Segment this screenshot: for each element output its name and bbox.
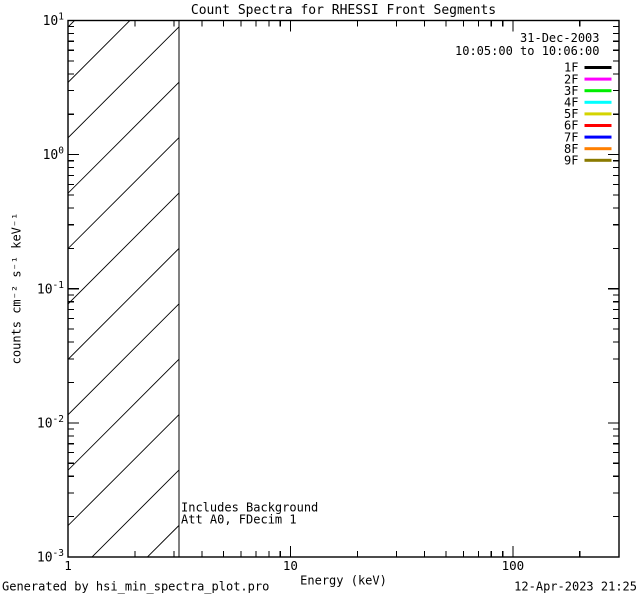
legend-color-swatch bbox=[584, 100, 612, 104]
axis-tick-labels: 1 10 100 101 100 10-1 10-2 10-3 bbox=[37, 12, 524, 574]
hatch-line bbox=[68, 358, 180, 471]
footer-timestamp: 12-Apr-2023 21:25 bbox=[514, 580, 637, 594]
legend-entry-label: 8F bbox=[564, 142, 578, 156]
background-hatch-region bbox=[68, 20, 180, 557]
x-tick-label: 100 bbox=[502, 558, 525, 573]
x-tick-label: 1 bbox=[64, 558, 72, 573]
legend-color-swatch bbox=[584, 66, 612, 69]
legend-color-swatch bbox=[584, 77, 612, 81]
plot-annotations: Includes Background Att A0, FDecim 1 bbox=[181, 501, 318, 527]
legend-color-swatch bbox=[584, 147, 612, 151]
y-tick-label: 10-3 bbox=[37, 548, 64, 566]
legend-date: 31-Dec-2003 bbox=[520, 31, 599, 45]
legend-color-swatch bbox=[584, 158, 612, 162]
legend-entry-label: 7F bbox=[564, 130, 578, 144]
y-axis-label: counts cm⁻² s⁻¹ keV⁻¹ bbox=[10, 213, 24, 365]
x-tick-label: 10 bbox=[283, 558, 298, 573]
chart-title: Count Spectra for RHESSI Front Segments bbox=[191, 3, 496, 18]
legend-color-swatch bbox=[584, 89, 612, 93]
y-tick-label: 100 bbox=[43, 146, 65, 164]
hatch-line bbox=[91, 469, 180, 557]
legend: 31-Dec-2003 10:05:00 to 10:06:00 1F2F3F4… bbox=[455, 31, 612, 168]
legend-entry-label: 1F bbox=[564, 61, 578, 75]
hatch-line bbox=[68, 192, 180, 305]
hatch-line bbox=[68, 81, 180, 194]
x-axis-label: Energy (keV) bbox=[300, 574, 387, 588]
hatch-line bbox=[68, 20, 76, 28]
annotation-attenuator-state: Att A0, FDecim 1 bbox=[181, 513, 297, 527]
hatch-line bbox=[68, 303, 180, 416]
legend-entry-label: 4F bbox=[564, 96, 578, 110]
y-tick-label: 10-1 bbox=[37, 280, 64, 298]
legend-entry-label: 2F bbox=[564, 72, 578, 86]
plot-frame bbox=[67, 19, 620, 558]
footer-generated-by: Generated by hsi_min_spectra_plot.pro bbox=[2, 580, 269, 594]
legend-entry-label: 6F bbox=[564, 119, 578, 133]
axis-ticks bbox=[67, 19, 619, 558]
y-tick-label: 10-2 bbox=[37, 414, 64, 432]
annotation-includes-background: Includes Background bbox=[181, 501, 318, 515]
hatch-line bbox=[68, 137, 180, 249]
hatch-line bbox=[146, 524, 180, 557]
hatch-line bbox=[68, 26, 180, 139]
legend-color-swatch bbox=[584, 124, 612, 127]
hatch-line bbox=[68, 414, 180, 526]
hatch-lines bbox=[68, 20, 180, 557]
legend-color-swatch bbox=[584, 112, 612, 116]
y-tick-label: 101 bbox=[43, 12, 65, 30]
legend-entry-label: 9F bbox=[564, 154, 578, 168]
legend-time-range: 10:05:00 to 10:06:00 bbox=[455, 44, 600, 58]
legend-color-swatch bbox=[584, 135, 612, 139]
hatch-line bbox=[68, 20, 131, 83]
legend-entry-label: 3F bbox=[564, 84, 578, 98]
hatch-line bbox=[68, 247, 180, 360]
legend-entry-label: 5F bbox=[564, 107, 578, 121]
